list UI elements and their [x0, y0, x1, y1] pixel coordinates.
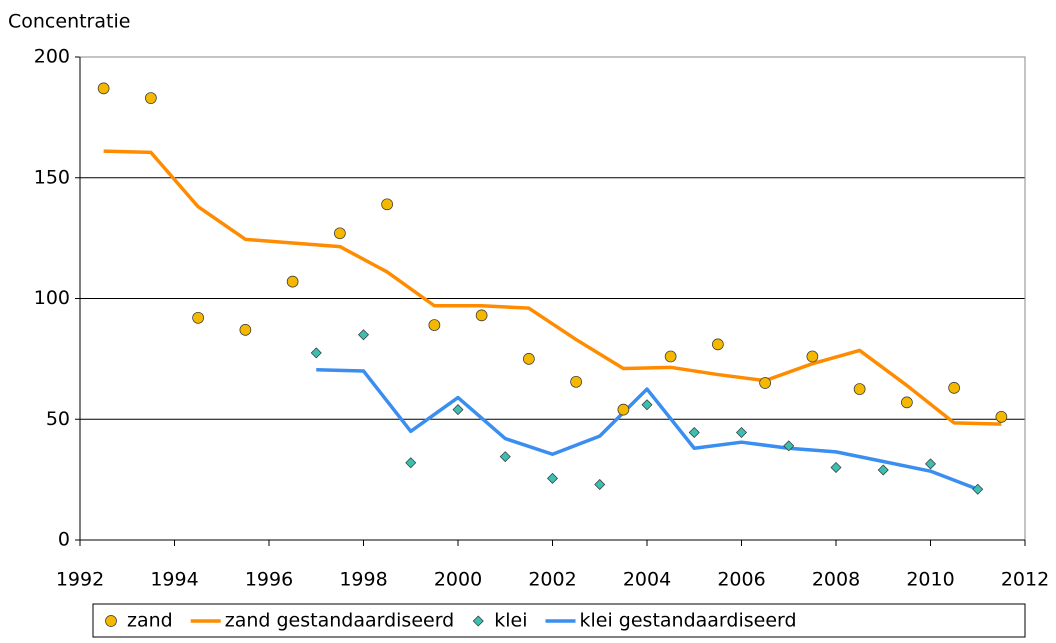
diamond-marker [452, 404, 464, 416]
x-tick-label: 2006 [717, 569, 765, 591]
x-tick-label: 1998 [339, 569, 387, 591]
y-tick-label: 50 [46, 408, 70, 430]
legend-label: klei [494, 610, 527, 632]
circle-marker [617, 403, 630, 416]
diamond-marker [830, 462, 842, 474]
y-axis-label: Concentratie [8, 11, 130, 33]
x-tick-label: 2008 [812, 569, 860, 591]
y-tick-label: 200 [34, 46, 70, 68]
series-line [103, 149, 1002, 426]
circle-marker [428, 319, 441, 331]
x-tick-label: 2000 [434, 569, 482, 591]
x-tick-label: 2012 [1001, 569, 1049, 591]
x-tick-label: 2004 [623, 569, 671, 591]
diamond-marker [547, 472, 558, 484]
circle-marker [523, 353, 535, 365]
circle-marker [105, 615, 117, 627]
diamond-marker [594, 478, 606, 490]
diamond-marker [499, 451, 511, 463]
circle-marker [145, 92, 157, 104]
x-tick-label: 2002 [528, 569, 576, 591]
legend: zand zand gestandaardiseerd klei klei gesta… [105, 610, 797, 632]
x-tick-label: 1994 [150, 569, 198, 591]
diamond-marker [472, 615, 484, 627]
legend-label: zand gestandaardiseerd [225, 610, 455, 632]
diamond-marker [641, 399, 653, 411]
circle-marker [239, 324, 252, 336]
circle-marker [381, 198, 393, 211]
x-tick-label: 1996 [245, 569, 293, 591]
diamond-marker [310, 347, 322, 359]
circle-marker [475, 309, 488, 322]
legend-label: zand [127, 610, 173, 632]
diamond-marker [783, 440, 795, 452]
x-tick-label: 1992 [56, 569, 104, 591]
circle-marker [853, 383, 866, 395]
diamond-marker [972, 483, 984, 495]
x-tick-label: 2010 [906, 569, 954, 591]
diamond-marker [688, 427, 700, 439]
circle-marker [901, 396, 913, 409]
y-tick-label: 0 [58, 529, 70, 551]
y-tick-label: 150 [34, 166, 70, 188]
circle-marker [570, 375, 582, 388]
diamond-marker [925, 458, 936, 470]
diamond-marker [736, 427, 747, 439]
diamond-marker [358, 329, 369, 341]
circle-marker [664, 350, 677, 363]
y-tick-label: 100 [34, 287, 70, 309]
circle-marker [192, 311, 204, 324]
circle-marker [334, 227, 346, 240]
circle-marker [995, 410, 1008, 423]
diamond-marker [405, 457, 417, 469]
series-line [316, 367, 979, 491]
circle-marker [286, 275, 299, 288]
circle-marker [97, 82, 110, 95]
circle-marker [759, 377, 771, 389]
legend-label: klei gestandaardiseerd [580, 610, 797, 632]
diamond-marker [877, 464, 889, 476]
circle-marker [806, 350, 819, 363]
circle-marker [712, 338, 724, 351]
circle-marker [948, 382, 960, 394]
